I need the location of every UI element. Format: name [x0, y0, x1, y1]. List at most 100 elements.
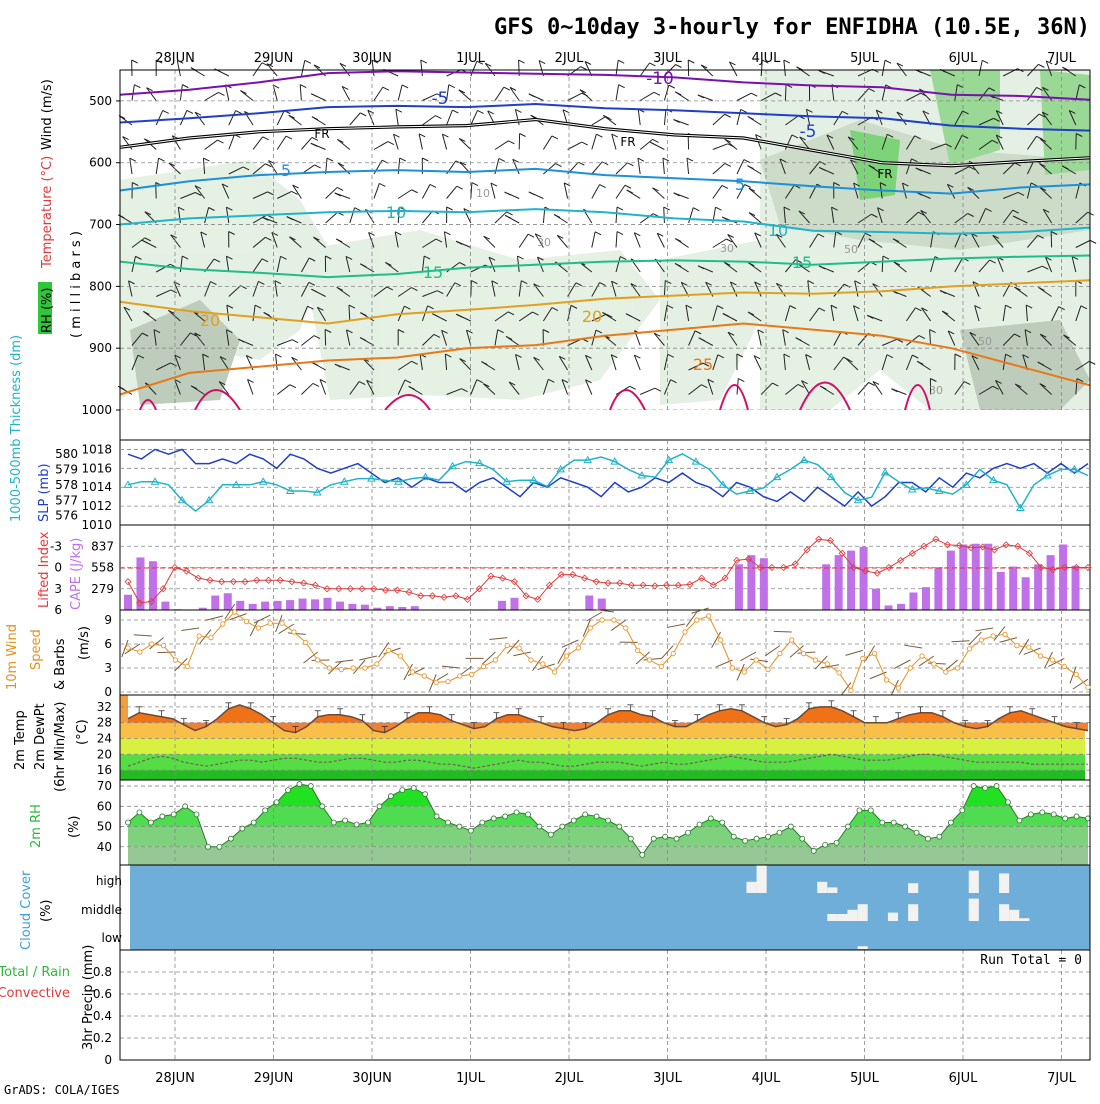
wind-speed-marker — [754, 658, 758, 662]
rh-marker — [251, 820, 256, 825]
cape-bar — [1034, 564, 1042, 610]
surface-barb — [774, 631, 792, 632]
pressure-tick-label: 600 — [89, 156, 112, 170]
cape-bar — [361, 605, 369, 610]
rh-marker — [240, 826, 245, 831]
wind-speed-marker — [861, 656, 865, 660]
rh-marker — [926, 836, 931, 841]
wind-speed-marker — [161, 643, 165, 647]
cape-bars — [124, 544, 1080, 610]
precip-total-label: Total / Rain — [0, 965, 70, 980]
rh-marker — [400, 788, 405, 793]
cape-bar — [261, 602, 269, 610]
cape-bar — [947, 551, 955, 610]
wind-speed-marker — [896, 686, 900, 690]
rh-marker — [800, 836, 805, 841]
rh-marker — [880, 820, 885, 825]
wind-speed-marker — [173, 658, 177, 662]
precip-frame — [120, 950, 1090, 1060]
rh-marker — [331, 820, 336, 825]
rh-fill — [120, 780, 1090, 865]
surface-barb — [513, 652, 531, 656]
date-tick-label: 5JUL — [850, 1071, 880, 1086]
wind10m-label-b: Speed — [29, 629, 44, 670]
wind-speed-marker — [126, 646, 130, 650]
surface-barb — [667, 624, 685, 627]
cloud-block — [858, 946, 868, 949]
rh-marker — [228, 836, 233, 841]
wind-speed-marker — [209, 635, 213, 639]
thickness-label: 1000-500mb Thickness (dm) — [9, 335, 24, 522]
wind-speed-marker — [422, 674, 426, 678]
cape-bar — [1059, 544, 1067, 610]
wind-speed-marker — [363, 666, 367, 670]
rh-marker — [994, 784, 999, 789]
wind-barb — [785, 85, 786, 101]
cloud-tick-label: middle — [81, 903, 122, 917]
wind-speed-marker — [564, 654, 568, 658]
rh-marker — [868, 808, 873, 813]
slp-thickness-lines — [125, 449, 1089, 511]
wind-speed-marker — [458, 674, 462, 678]
rh-marker — [697, 822, 702, 827]
li-tick-label: 6 — [54, 603, 62, 617]
pressure-tick-label: 1000 — [81, 403, 112, 417]
rh-marker — [160, 814, 165, 819]
wind-speed-marker — [955, 666, 959, 670]
wind-speed-marker — [541, 662, 545, 666]
rh-marker — [674, 836, 679, 841]
temp2m-label-b: 2m DewPt — [33, 703, 48, 770]
surface-barb — [1024, 648, 1041, 654]
contour-label: 10 — [476, 187, 490, 200]
rh-marker — [537, 824, 542, 829]
rh-marker — [686, 830, 691, 835]
cape-bar — [224, 593, 232, 610]
wind-speed-marker — [908, 666, 912, 670]
wind-speed-marker — [315, 658, 319, 662]
wind-speed-marker — [790, 638, 794, 642]
wind-speed-marker — [837, 671, 841, 675]
cloud-block — [827, 914, 837, 921]
cape-bar — [348, 604, 356, 610]
cape-bar — [872, 589, 880, 610]
contour-label: -5 — [432, 89, 449, 109]
rh-marker — [754, 836, 759, 841]
rh-marker — [640, 852, 645, 857]
rh-marker — [194, 812, 199, 817]
rh-marker — [457, 824, 462, 829]
contour-label: -10 — [646, 69, 674, 89]
wind-speed-marker — [470, 672, 474, 676]
precip-grid — [120, 950, 1090, 1060]
wind-speed-marker — [872, 651, 876, 655]
rh-marker — [708, 816, 713, 821]
rh-marker — [137, 810, 142, 815]
wind-speed-marker — [884, 678, 888, 682]
cape-bar — [598, 599, 606, 610]
rh-marker — [788, 824, 793, 829]
wind-speed-marker — [244, 619, 248, 623]
wind-speed-marker — [1015, 643, 1019, 647]
cape-bar — [510, 598, 518, 610]
cape-bar — [897, 604, 905, 610]
wind-speed-marker — [659, 664, 663, 668]
rh-marker — [948, 820, 953, 825]
surface-barb — [181, 628, 199, 631]
wind-speed-marker — [552, 670, 556, 674]
rh-marker — [514, 810, 519, 815]
cloud-block — [908, 904, 918, 921]
rh-marker — [1017, 818, 1022, 823]
wind-speed-marker — [635, 648, 639, 652]
cape-bar — [959, 544, 967, 610]
cloud-block — [969, 871, 979, 893]
contour-label: 30 — [720, 242, 734, 255]
wind-barb-flag — [982, 60, 988, 63]
wind-speed-marker — [1074, 672, 1078, 676]
rh-marker — [903, 824, 908, 829]
rh-marker — [960, 808, 965, 813]
cape-bar — [236, 601, 244, 610]
thickness-tick-label: 580 — [55, 447, 78, 461]
contour-label: 30 — [537, 236, 551, 249]
cape-bar — [336, 602, 344, 610]
